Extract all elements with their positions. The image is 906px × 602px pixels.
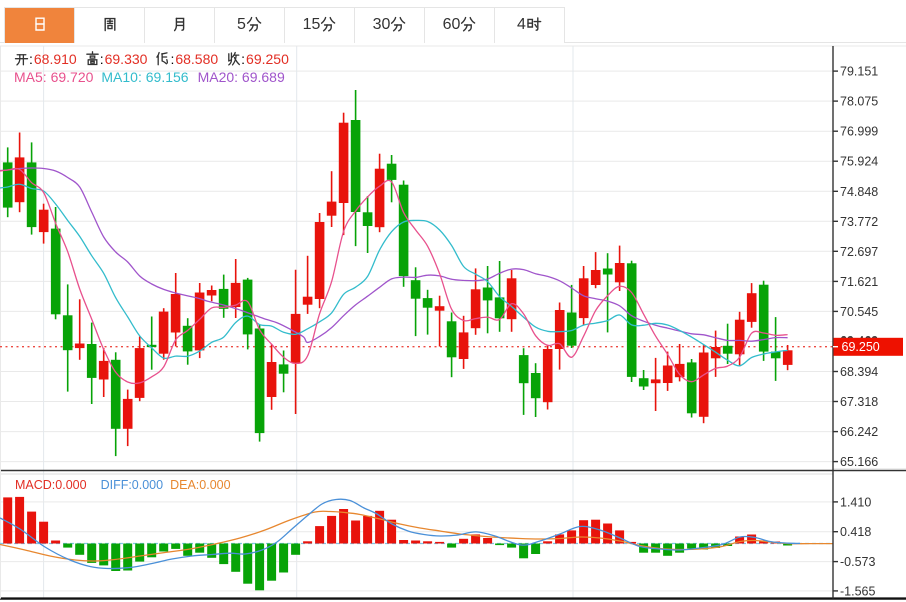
svg-text:75.924: 75.924	[840, 155, 878, 169]
svg-text:69.250: 69.250	[842, 340, 880, 354]
svg-text:70.545: 70.545	[840, 305, 878, 319]
svg-text:-1.565: -1.565	[840, 584, 875, 598]
svg-text:76.999: 76.999	[840, 125, 878, 139]
svg-text:67.318: 67.318	[840, 395, 878, 409]
svg-text:78.075: 78.075	[840, 95, 878, 109]
svg-text:1.410: 1.410	[840, 495, 871, 509]
svg-text:73.772: 73.772	[840, 215, 878, 229]
svg-text:-0.573: -0.573	[840, 555, 875, 569]
svg-text:71.621: 71.621	[840, 275, 878, 289]
svg-text:72.697: 72.697	[840, 245, 878, 259]
svg-text:74.848: 74.848	[840, 185, 878, 199]
svg-text:66.242: 66.242	[840, 425, 878, 439]
svg-text:0.418: 0.418	[840, 525, 871, 539]
svg-text:68.394: 68.394	[840, 365, 878, 379]
svg-text:65.166: 65.166	[840, 455, 878, 469]
svg-text:79.151: 79.151	[840, 65, 878, 79]
